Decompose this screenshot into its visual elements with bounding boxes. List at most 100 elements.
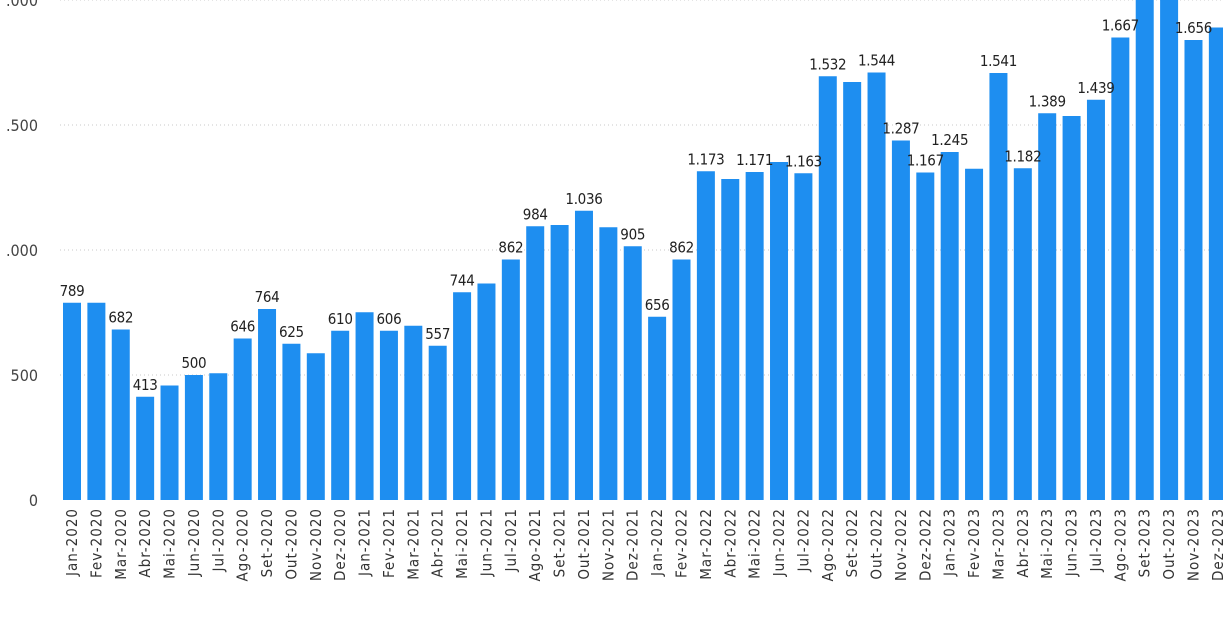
x-tick-label: Out-2023 — [1160, 508, 1178, 580]
bar — [1038, 113, 1057, 500]
data-label: 625 — [279, 323, 304, 341]
bar — [745, 172, 764, 500]
data-label: 744 — [450, 271, 475, 289]
bar — [379, 330, 398, 500]
data-label: 1.389 — [1029, 92, 1066, 110]
bar — [794, 173, 813, 500]
bar — [306, 353, 325, 500]
x-tick-label: Abr-2021 — [429, 508, 447, 578]
bar — [160, 385, 179, 500]
bar — [1184, 40, 1203, 500]
bars — [63, 0, 1223, 500]
x-tick-label: Ago-2021 — [526, 508, 544, 582]
y-tick-label: .000 — [6, 0, 38, 10]
x-tick-label: Jun-2023 — [1063, 508, 1081, 577]
x-tick-label: Jul-2021 — [502, 508, 520, 573]
x-tick-label: Ago-2020 — [234, 508, 252, 582]
bar — [63, 302, 81, 500]
x-axis-tick-labels: Jan-2020 Fev-2020 Mar-2020 Abr-2020 Mai-2020… — [63, 508, 1223, 582]
bar — [989, 73, 1008, 500]
x-tick-label: Mai-2022 — [746, 508, 764, 579]
data-label: 1.439 — [1077, 79, 1114, 97]
x-tick-label: Fev-2021 — [380, 508, 398, 578]
bar — [648, 316, 667, 500]
data-label: 1.287 — [882, 120, 919, 138]
x-tick-label: Jul-2020 — [209, 508, 227, 573]
bar — [867, 72, 886, 500]
bar — [818, 76, 837, 500]
x-tick-label: Mar-2022 — [697, 508, 715, 580]
x-tick-label: Mai-2020 — [161, 508, 179, 579]
data-label: 1.245 — [931, 131, 968, 149]
bar — [721, 179, 740, 500]
data-label: 557 — [425, 325, 450, 343]
bar — [184, 375, 203, 500]
x-tick-label: Jul-2022 — [794, 508, 812, 573]
data-label: 656 — [645, 296, 670, 314]
x-tick-label: Nov-2022 — [892, 508, 910, 581]
bar — [526, 226, 545, 500]
x-tick-label: Dez-2022 — [916, 508, 934, 581]
data-label: 682 — [108, 309, 133, 327]
x-tick-label: Set-2022 — [843, 508, 861, 577]
x-tick-label: Out-2021 — [575, 508, 593, 580]
data-label: 606 — [377, 310, 402, 328]
x-tick-label: Jan-2021 — [356, 508, 374, 577]
bar — [501, 259, 520, 500]
bar — [672, 259, 691, 500]
bar — [1160, 0, 1179, 500]
x-tick-label: Mai-2023 — [1038, 508, 1056, 579]
bar — [282, 343, 301, 500]
data-label: 1.036 — [565, 190, 602, 208]
x-tick-label: Dez-2023 — [1209, 508, 1223, 581]
x-tick-label: Jan-2023 — [941, 508, 959, 577]
bar — [428, 345, 447, 500]
x-tick-label: Set-2020 — [258, 508, 276, 577]
data-label: 1.167 — [907, 152, 944, 170]
data-label: 984 — [523, 205, 548, 223]
bar — [404, 325, 423, 500]
data-label: 413 — [133, 376, 158, 394]
data-label: 1.532 — [809, 55, 846, 73]
data-label: 862 — [669, 239, 694, 257]
bar — [233, 338, 252, 500]
bar — [916, 172, 935, 500]
x-tick-label: Abr-2020 — [136, 508, 154, 578]
x-tick-label: Jul-2023 — [1087, 508, 1105, 573]
bar — [891, 140, 910, 500]
bar — [1208, 27, 1223, 500]
bar — [965, 168, 984, 500]
bar — [599, 227, 618, 500]
data-label: 1.667 — [1102, 17, 1139, 35]
data-label: 1.656 — [1175, 19, 1212, 37]
bar — [940, 152, 959, 500]
x-tick-label: Jan-2022 — [648, 508, 666, 577]
data-label: 500 — [181, 354, 206, 372]
bar — [111, 329, 130, 500]
x-tick-label: Mar-2023 — [989, 508, 1007, 580]
x-tick-label: Set-2023 — [1136, 508, 1154, 577]
x-tick-label: Fev-2022 — [673, 508, 691, 578]
bar — [477, 283, 496, 500]
bar — [87, 302, 106, 500]
x-tick-label: Dez-2020 — [331, 508, 349, 581]
x-tick-label: Jan-2020 — [63, 508, 81, 577]
data-label: 905 — [620, 225, 645, 243]
x-tick-label: Fev-2023 — [965, 508, 983, 578]
bar — [331, 330, 350, 500]
data-label: 764 — [255, 288, 280, 306]
data-label: 862 — [498, 239, 523, 257]
data-label: 1.171 — [736, 151, 773, 169]
x-tick-label: Mar-2021 — [404, 508, 422, 580]
y-tick-label: .500 — [6, 116, 38, 135]
bar — [770, 162, 789, 500]
y-tick-label: 500 — [11, 366, 38, 385]
data-label: 610 — [328, 310, 353, 328]
x-tick-label: Out-2020 — [282, 508, 300, 580]
bar — [209, 373, 228, 500]
bar — [1013, 168, 1032, 500]
x-tick-label: Ago-2023 — [1111, 508, 1129, 582]
bar — [1086, 99, 1105, 500]
